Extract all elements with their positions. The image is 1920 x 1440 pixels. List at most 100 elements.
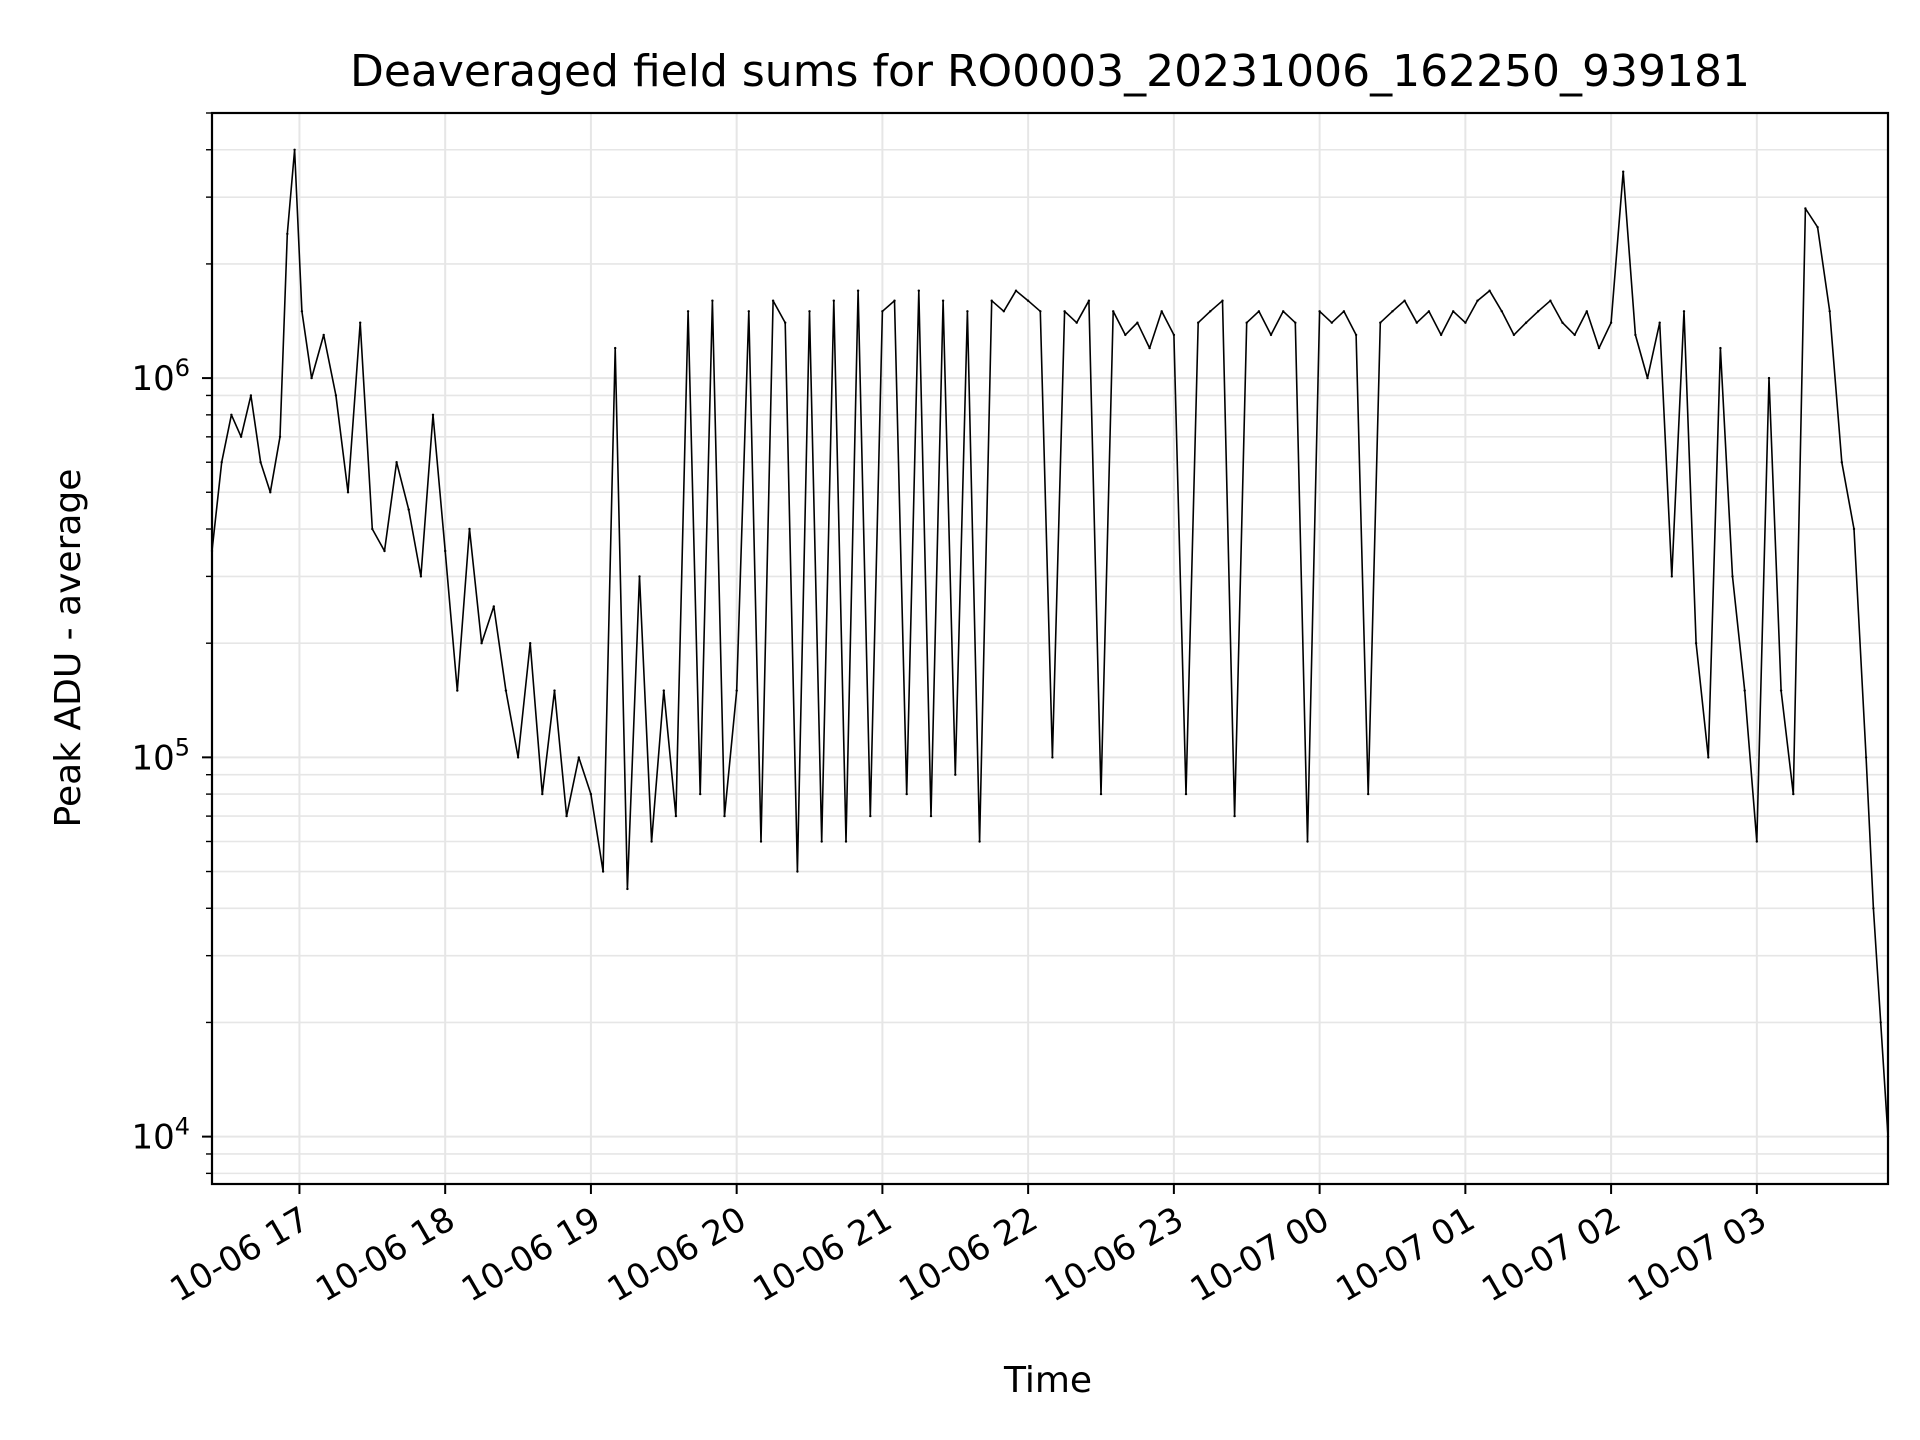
data-point [1160, 310, 1163, 313]
data-point [978, 840, 981, 843]
data-point [1816, 226, 1819, 229]
data-point [1573, 333, 1576, 337]
data-point [1828, 310, 1831, 313]
data-point [541, 792, 544, 796]
data-point [1719, 346, 1722, 350]
data-point [1136, 321, 1139, 324]
data-point [293, 148, 296, 151]
data-point [269, 491, 272, 494]
data-point [431, 413, 435, 416]
data-point [1330, 321, 1334, 324]
data-point [1634, 333, 1637, 337]
data-point [1075, 321, 1078, 324]
data-point [1840, 461, 1844, 464]
grid [212, 112, 1888, 1184]
data-point [1306, 840, 1309, 843]
data-point [1755, 840, 1759, 843]
data-point [820, 840, 823, 843]
data-point [516, 756, 520, 759]
data-point [747, 310, 750, 313]
data-point [905, 792, 908, 796]
data-point [954, 773, 957, 776]
data-point [1112, 310, 1115, 313]
data-point [1537, 310, 1540, 313]
data-point [1087, 299, 1091, 302]
data-point [723, 814, 726, 818]
data-point [322, 333, 325, 337]
y-tick-label: 104 [131, 1113, 190, 1158]
data-point [1367, 792, 1370, 796]
data-point [1707, 756, 1710, 759]
data-point [1767, 376, 1771, 380]
data-point [1026, 299, 1030, 302]
data-point [1148, 346, 1151, 350]
data-point [1051, 756, 1054, 759]
data-point [1464, 321, 1467, 324]
data-point [577, 756, 580, 759]
data-point [1804, 207, 1807, 210]
data-point [1269, 333, 1273, 337]
data-point [1864, 756, 1868, 759]
data-point [1014, 289, 1018, 292]
chart-title: Deaveraged field sums for RO0003_2023100… [350, 46, 1750, 97]
data-point [1500, 310, 1504, 313]
data-point [626, 887, 629, 891]
data-point [1682, 310, 1686, 313]
data-point [1585, 310, 1589, 313]
data-point [529, 642, 532, 645]
data-point [359, 321, 362, 324]
data-point [1403, 299, 1406, 302]
data-point [1124, 333, 1127, 337]
data-point [278, 435, 282, 438]
data-point [1792, 792, 1795, 796]
data-point [230, 413, 233, 416]
data-point [844, 840, 848, 843]
data-point [334, 394, 338, 397]
data-point [1731, 575, 1734, 578]
y-axis-label: Peak ADU - average [48, 469, 89, 828]
data-point [395, 461, 398, 464]
data-point [966, 310, 969, 313]
data-point [589, 792, 593, 796]
data-point [1318, 310, 1321, 313]
data-point [699, 792, 702, 796]
data-point [407, 508, 410, 511]
data-point [1658, 321, 1661, 324]
data-point [941, 299, 945, 302]
data-point [456, 689, 459, 692]
data-point [1427, 310, 1431, 313]
data-point [650, 840, 653, 843]
data-point [504, 689, 508, 692]
data-point [419, 575, 423, 578]
data-point [300, 310, 304, 313]
data-point [771, 299, 775, 302]
data-point [1524, 321, 1528, 324]
data-point [1476, 299, 1479, 302]
data-point [480, 642, 483, 645]
data-point [759, 840, 763, 843]
data-point [1609, 321, 1613, 324]
data-point [929, 814, 933, 818]
data-point [1597, 346, 1601, 350]
data-point [686, 310, 690, 313]
y-tick-label: 106 [131, 354, 190, 399]
data-point [1184, 792, 1188, 796]
data-point [1197, 321, 1200, 324]
data-point [856, 289, 860, 292]
data-point [444, 549, 447, 553]
data-point [1452, 310, 1455, 313]
data-point [1488, 289, 1491, 292]
data-point [259, 461, 262, 464]
data-point [553, 689, 556, 692]
data-point [1670, 575, 1674, 578]
data-point [310, 376, 313, 380]
data-point [468, 527, 471, 531]
data-point [1354, 333, 1358, 337]
data-point [1779, 689, 1783, 692]
data-point [638, 575, 641, 578]
data-point [1743, 689, 1746, 692]
data-point [239, 435, 243, 438]
data-point [1872, 907, 1875, 910]
